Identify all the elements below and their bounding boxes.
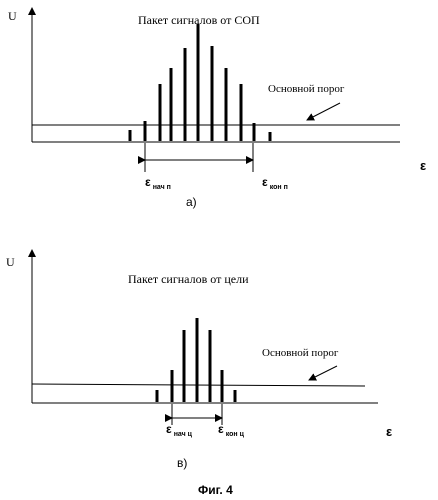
panel-b-start-label-sub: нач ц bbox=[174, 431, 193, 438]
panel-a-start-label-sub: нач п bbox=[153, 184, 171, 191]
panel-a-threshold-pointer bbox=[307, 103, 340, 120]
panel-a-end-label-sub: кон п bbox=[270, 184, 288, 191]
panel-b-end-label: εкон ц bbox=[218, 422, 245, 438]
panel-a-y-axis-label: U bbox=[8, 9, 17, 23]
panel-b-x-axis-label: ε bbox=[386, 424, 392, 439]
panel-b-threshold-pointer bbox=[309, 366, 337, 380]
panel-a-pulses bbox=[130, 24, 270, 141]
panel-b-end-label-main: ε bbox=[218, 422, 224, 436]
panel-b-end-label-sub: кон ц bbox=[226, 431, 245, 438]
panel-a: U ε Пакет сигналов от СОП Основной порог bbox=[8, 8, 426, 209]
panel-a-end-label: εкон п bbox=[262, 175, 288, 191]
panel-b-title: Пакет сигналов от цели bbox=[128, 272, 249, 286]
panel-b-pulses bbox=[157, 318, 235, 402]
panel-a-x-axis-label: ε bbox=[420, 158, 426, 173]
panel-a-start-label: εнач п bbox=[145, 175, 171, 191]
panel-b-y-axis-label: U bbox=[6, 255, 15, 269]
panel-a-end-label-main: ε bbox=[262, 175, 268, 189]
panel-b-start-label-main: ε bbox=[166, 422, 172, 436]
panel-b-start-label: εнач ц bbox=[166, 422, 193, 438]
figure-caption: Фиг. 4 bbox=[198, 483, 233, 497]
panel-b-threshold-label: Основной порог bbox=[262, 347, 339, 359]
panel-a-label: а) bbox=[186, 195, 197, 209]
panel-a-start-label-main: ε bbox=[145, 175, 151, 189]
panel-b: U ε Пакет сигналов от цели Основной поро… bbox=[6, 250, 392, 470]
panel-a-threshold-label: Основной порог bbox=[268, 83, 345, 95]
panel-b-label: в) bbox=[177, 456, 187, 470]
